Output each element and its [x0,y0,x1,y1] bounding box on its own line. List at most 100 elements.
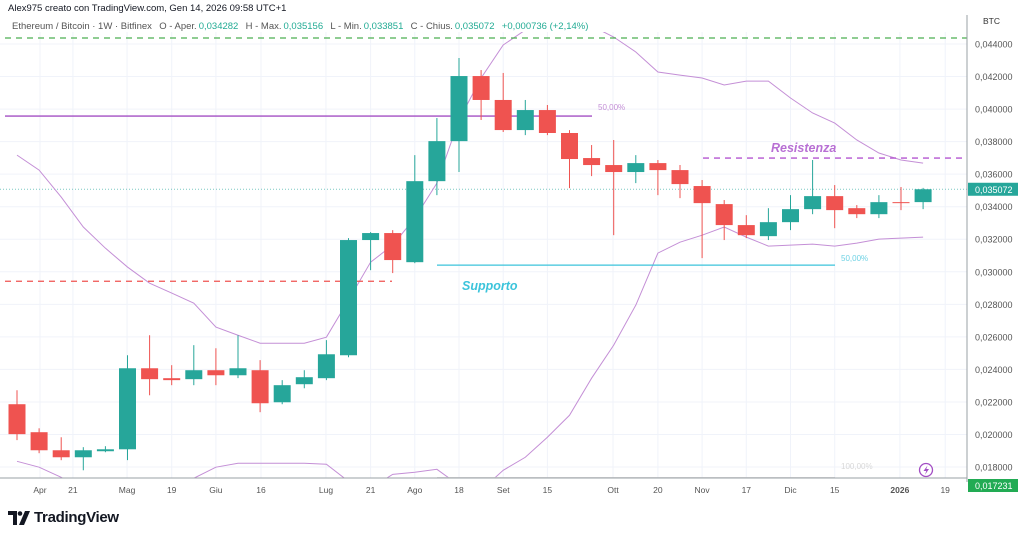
price-axis[interactable]: BTC 0,044000 0,042000 0,040000 0,038000 0,03… [968,16,1018,492]
price-tick-label: 0,034000 [975,202,1013,212]
ohlc-legend: Ethereum / Bitcoin · 1W · Bitfinex O - A… [12,21,590,32]
candle [185,345,203,386]
alert-icon[interactable] [918,462,934,478]
bollinger-upper-line [16,32,924,344]
candle-body [892,202,910,204]
candle [74,447,92,471]
candle [295,370,313,389]
candle [8,390,26,441]
fib-bottom-label: 100,00% [841,462,873,471]
low-marker-value: 0,017231 [975,481,1013,491]
price-tick-label: 0,042000 [975,72,1013,82]
time-tick-label: 21 [68,485,78,495]
time-tick-label: 16 [256,485,266,495]
low-label: L - Min. [330,21,362,32]
candle-body [185,370,203,380]
low-value: 0,033851 [363,21,404,32]
time-tick-label: 17 [742,485,752,495]
candle [649,160,667,196]
price-tick-label: 0,026000 [975,332,1013,342]
candle [914,187,932,210]
candle-body [96,449,114,452]
bollinger-bands [16,32,924,478]
time-tick-label: 21 [366,485,376,495]
support-label[interactable]: Supporto [462,279,518,293]
price-tick-label: 0,028000 [975,300,1013,310]
candle [804,160,822,215]
candle [273,380,291,405]
candle [340,238,357,358]
candle [693,180,711,259]
candle-body [759,222,777,237]
candle-body [362,233,380,241]
price-tick-label: 0,030000 [975,267,1013,277]
current-price-value: 0,035072 [975,185,1013,195]
candle-body [207,370,225,376]
tradingview-logo-icon [8,510,30,525]
candle [494,72,512,133]
candle [892,187,910,211]
candle-body [317,354,335,379]
time-tick-label: 20 [653,485,663,495]
time-tick-label: 18 [454,485,464,495]
candle-body [914,189,932,203]
candle [516,99,534,136]
candle [30,428,48,454]
time-tick-label: 15 [830,485,840,495]
time-tick-label: 19 [940,485,950,495]
candle [428,118,446,196]
drawing-lines[interactable] [5,37,967,479]
candle [538,105,556,136]
candle [671,165,689,199]
time-axis[interactable]: Apr 21 Mag 19 Giu 16 Lug 21 Ago 18 Set 15 Ott 20 Nov 17… [33,485,950,495]
low-marker-badge [968,479,1018,492]
candle [450,57,468,173]
candle [163,365,181,386]
time-tick-label: Set [497,485,510,495]
candle-body [340,240,357,356]
candle [737,215,755,239]
price-tick-label: 0,038000 [975,137,1013,147]
candle [52,437,70,461]
price-tick-label: 0,040000 [975,105,1013,115]
candle-body [848,208,866,215]
candle-body [804,196,822,210]
candle [715,200,733,241]
fib-upper-label: 50,00% [598,103,625,112]
symbol-label[interactable]: Ethereum / Bitcoin · 1W · Bitfinex [12,21,152,32]
resistance-label[interactable]: Resistenza [771,141,836,155]
candle-body [384,233,402,261]
candle-body [715,204,733,226]
high-label: H - Max. [245,21,282,32]
candle [251,360,269,413]
tradingview-logo[interactable]: TradingView [8,509,119,526]
candle-body [406,181,424,263]
price-tick-label: 0,024000 [975,365,1013,375]
candle-body [737,225,755,236]
price-tick-label: 0,032000 [975,235,1013,245]
price-tick-label: 0,022000 [975,397,1013,407]
candle-body [649,163,667,171]
close-value: 0,035072 [454,21,495,32]
time-tick-label: Mag [119,485,136,495]
candle-body [516,110,534,131]
candle [583,145,601,177]
time-tick-label: Dic [784,485,797,495]
price-tick-label: 0,036000 [975,170,1013,180]
candle [627,155,645,184]
candles [8,57,932,471]
candle [870,195,888,219]
candle [229,335,247,379]
price-tick-label: 0,020000 [975,430,1013,440]
candle-body [141,368,159,380]
candle-body [782,209,799,223]
candle-body [472,76,490,100]
current-price-badge [968,182,1018,196]
candle-body [627,163,645,173]
candle-body [428,141,446,182]
candle-body [74,450,92,458]
candle [472,70,490,120]
candle [848,205,866,219]
candle [317,340,335,381]
